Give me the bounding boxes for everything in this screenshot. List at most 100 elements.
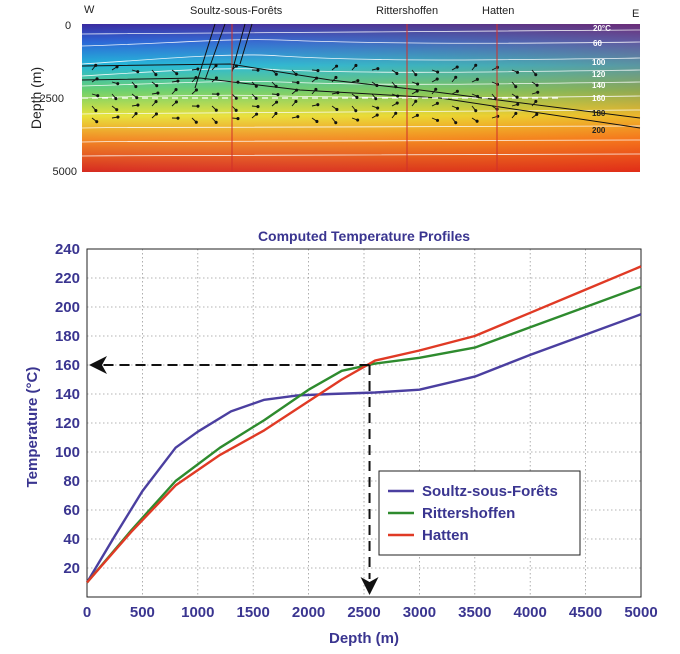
flow-arrow-head	[194, 120, 198, 124]
west-label: W	[84, 4, 95, 16]
isotherm-label: 100	[592, 58, 606, 67]
y-tick-label: 240	[55, 241, 80, 258]
flow-arrow-head	[336, 91, 340, 95]
flow-arrow-head	[375, 113, 379, 117]
flow-arrow-head	[176, 79, 180, 83]
flow-arrow-head	[275, 100, 279, 104]
flow-arrow-head	[214, 120, 218, 124]
well-label-soultz: Soultz-sous-Forêts	[190, 5, 283, 17]
isotherm-label: 120	[592, 70, 606, 79]
flow-arrow-head	[475, 77, 479, 81]
flow-arrow-head	[354, 63, 358, 68]
flow-arrow-head	[214, 64, 218, 68]
flow-arrow-head	[454, 121, 458, 125]
flow-arrow-head	[454, 75, 458, 79]
flow-arrow-head	[155, 84, 159, 88]
flow-arrow-head	[316, 69, 320, 73]
flow-arrow-head	[94, 109, 98, 113]
flow-arrow-head	[256, 68, 260, 72]
y-tick-label: 220	[55, 270, 80, 287]
flow-arrow-head	[435, 118, 440, 122]
flow-arrow-head	[534, 73, 538, 77]
legend-label-hatten: Hatten	[422, 527, 469, 544]
flow-arrow-head	[134, 85, 138, 89]
flow-arrow-head	[214, 76, 218, 80]
flow-arrow-head	[334, 75, 338, 80]
flow-arrow-head	[515, 95, 519, 99]
well-lines	[231, 24, 498, 172]
flow-arrow-head	[274, 72, 278, 76]
flow-arrow-head	[515, 70, 520, 74]
flow-arrow-head	[234, 96, 238, 100]
flow-arrow-head	[196, 67, 200, 71]
flow-arrow-head	[414, 99, 418, 103]
series-lines	[85, 265, 642, 584]
flow-arrow-head	[395, 101, 399, 105]
flow-arrow-head	[234, 64, 238, 68]
section-ylabel: Depth (m)	[28, 67, 44, 129]
flow-arrow-head	[415, 89, 419, 93]
flow-arrow-head	[455, 89, 459, 93]
flow-arrow-head	[535, 83, 539, 87]
depth-tick-2500: 2500	[40, 93, 64, 105]
x-tick-label: 500	[130, 604, 155, 621]
flow-arrow-head	[294, 99, 298, 104]
flow-arrow-head	[276, 93, 280, 97]
flow-arrow-head	[514, 111, 518, 115]
flow-arrow-head	[274, 111, 278, 116]
flow-arrow-head	[534, 99, 538, 103]
flow-arrow-head	[116, 115, 120, 119]
plot-frame	[86, 248, 642, 598]
flow-arrow-head	[474, 63, 478, 67]
flow-arrow-head	[154, 73, 158, 77]
flow-arrow-head	[216, 92, 220, 96]
flow-arrow-head	[356, 79, 360, 83]
x-tick-label: 1500	[237, 604, 270, 621]
flow-arrow-head	[174, 100, 178, 104]
flow-arrow-head	[256, 105, 260, 109]
flow-arrows	[91, 63, 540, 125]
flow-arrow-head	[95, 120, 99, 124]
flow-arrow-head	[294, 72, 298, 76]
y-tick-label: 180	[55, 328, 80, 345]
flow-arrow-head	[96, 94, 100, 98]
flow-arrow-head	[136, 70, 140, 74]
y-tick-label: 120	[55, 415, 80, 432]
flow-arrow-head	[134, 112, 138, 116]
x-tick-label: 5000	[624, 604, 657, 621]
flow-arrow-head	[156, 91, 160, 95]
series-line-0	[85, 313, 642, 584]
east-label: E	[632, 8, 639, 20]
x-axis-title: Depth (m)	[329, 630, 399, 647]
arrowhead-down	[360, 577, 379, 595]
flow-arrow-head	[236, 80, 240, 84]
flow-arrow-head	[355, 95, 359, 100]
flow-arrow-head	[455, 106, 460, 110]
flow-arrow-head	[314, 87, 318, 92]
y-tick-label: 140	[55, 386, 80, 403]
flow-arrow-head	[435, 101, 439, 105]
y-tick-label: 160	[55, 357, 80, 374]
x-tick-label: 1000	[181, 604, 214, 621]
flow-arrow-head	[396, 94, 400, 98]
axis-ticks: 0 500 1000 1500 2000 2500 3000 3500 4000 4500 5000…	[55, 241, 658, 621]
flow-arrow-head	[374, 97, 378, 101]
flow-arrow-head	[154, 100, 158, 104]
flow-arrow-head	[316, 103, 320, 107]
flow-arrow-head	[254, 96, 258, 100]
flow-arrow-head	[535, 112, 539, 116]
flow-arrow-head	[176, 116, 180, 120]
grid	[87, 249, 641, 597]
flow-arrow-head	[115, 65, 119, 69]
flow-arrow-head	[395, 71, 399, 76]
flow-arrow-head	[274, 84, 278, 88]
y-tick-label: 40	[63, 531, 80, 548]
fault-lines	[81, 23, 641, 129]
flow-arrow-head	[356, 118, 360, 122]
x-tick-label: 3000	[403, 604, 436, 621]
flow-arrow-head	[114, 97, 118, 101]
flow-arrow-head	[455, 65, 459, 69]
isotherm-label: 160	[592, 94, 606, 103]
flow-arrow-head	[95, 77, 99, 81]
y-tick-label: 100	[55, 444, 80, 461]
